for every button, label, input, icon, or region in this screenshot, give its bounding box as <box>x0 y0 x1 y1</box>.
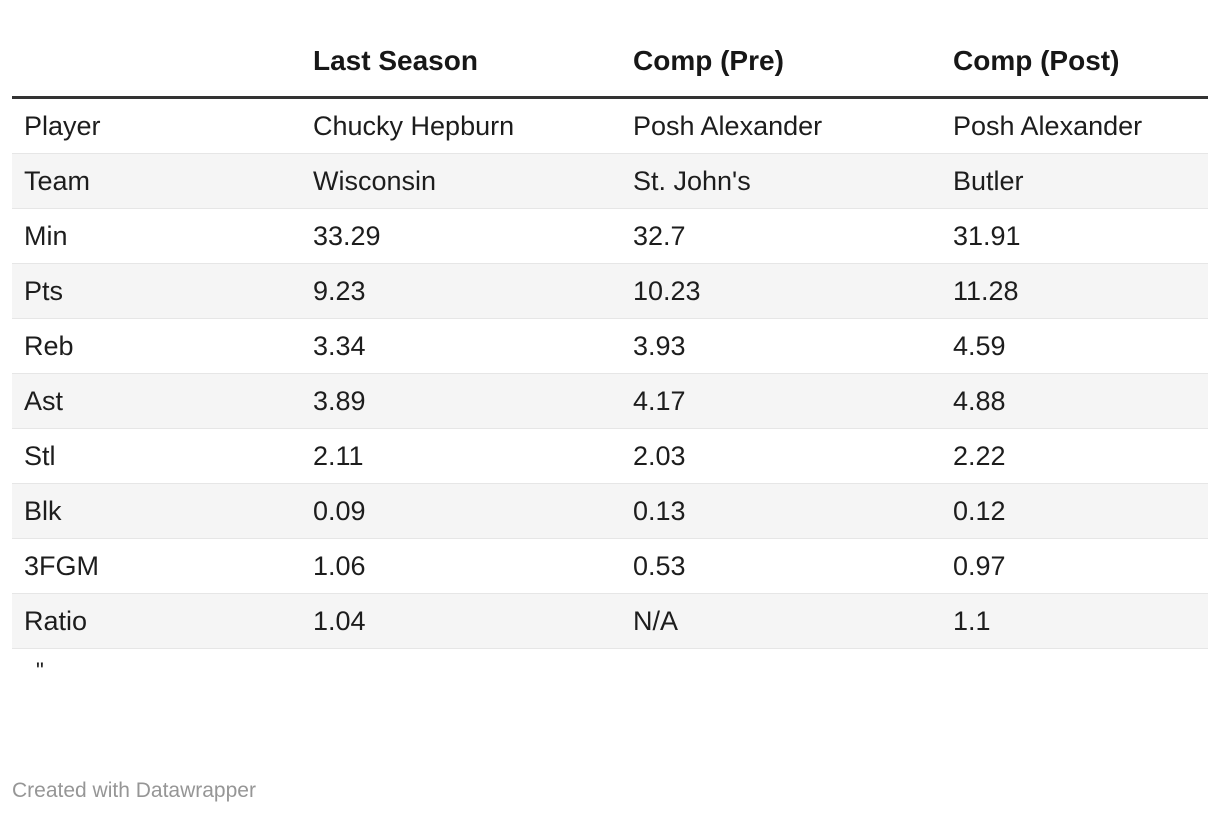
row-label: Ast <box>12 373 301 429</box>
cell-comp-post: Butler <box>941 153 1208 209</box>
stats-comparison-table: Last Season Comp (Pre) Comp (Post) Playe… <box>12 44 1208 649</box>
datawrapper-table-embed: Last Season Comp (Pre) Comp (Post) Playe… <box>0 44 1220 683</box>
cell-comp-pre: 2.03 <box>621 428 941 484</box>
row-label: Team <box>12 153 301 209</box>
cell-comp-post: 11.28 <box>941 263 1208 319</box>
table-row: Ratio 1.04 N/A 1.1 <box>12 593 1208 649</box>
table-note: " <box>36 658 44 683</box>
cell-comp-post: 0.97 <box>941 538 1208 594</box>
table-row: Stl 2.11 2.03 2.22 <box>12 428 1208 484</box>
header-cell-comp-pre: Comp (Pre) <box>621 44 941 99</box>
cell-comp-pre: N/A <box>621 593 941 649</box>
cell-comp-pre: 0.13 <box>621 483 941 539</box>
attribution-footer: Created with Datawrapper <box>12 778 256 804</box>
header-row: Last Season Comp (Pre) Comp (Post) <box>12 44 1208 99</box>
cell-last-season: 1.04 <box>301 593 621 649</box>
row-label: Ratio <box>12 593 301 649</box>
cell-comp-pre: 32.7 <box>621 208 941 264</box>
cell-last-season: 2.11 <box>301 428 621 484</box>
cell-comp-post: 31.91 <box>941 208 1208 264</box>
cell-comp-pre: 4.17 <box>621 373 941 429</box>
cell-last-season: 33.29 <box>301 208 621 264</box>
row-label: Reb <box>12 318 301 374</box>
cell-comp-pre: Posh Alexander <box>621 97 941 154</box>
cell-comp-post: 0.12 <box>941 483 1208 539</box>
cell-comp-post: 2.22 <box>941 428 1208 484</box>
table-header: Last Season Comp (Pre) Comp (Post) <box>12 44 1208 99</box>
table-row: Team Wisconsin St. John's Butler <box>12 153 1208 209</box>
header-cell-comp-post: Comp (Post) <box>941 44 1208 99</box>
row-label: Pts <box>12 263 301 319</box>
table-row: Reb 3.34 3.93 4.59 <box>12 318 1208 374</box>
cell-comp-post: Posh Alexander <box>941 97 1208 154</box>
row-label: Stl <box>12 428 301 484</box>
cell-last-season: 3.34 <box>301 318 621 374</box>
cell-comp-post: 4.59 <box>941 318 1208 374</box>
table-body: Player Chucky Hepburn Posh Alexander Pos… <box>12 97 1208 649</box>
row-label: Min <box>12 208 301 264</box>
cell-last-season: 0.09 <box>301 483 621 539</box>
table-row: Ast 3.89 4.17 4.88 <box>12 373 1208 429</box>
table-row: Player Chucky Hepburn Posh Alexander Pos… <box>12 97 1208 154</box>
cell-comp-pre: St. John's <box>621 153 941 209</box>
cell-comp-post: 4.88 <box>941 373 1208 429</box>
datawrapper-attribution-link[interactable]: Created with Datawrapper <box>12 779 256 802</box>
row-label: Player <box>12 97 301 154</box>
cell-comp-pre: 0.53 <box>621 538 941 594</box>
header-cell-last-season: Last Season <box>301 44 621 99</box>
cell-comp-post: 1.1 <box>941 593 1208 649</box>
cell-last-season: 3.89 <box>301 373 621 429</box>
header-cell-blank <box>12 44 301 99</box>
row-label: 3FGM <box>12 538 301 594</box>
cell-last-season: 9.23 <box>301 263 621 319</box>
row-label: Blk <box>12 483 301 539</box>
cell-comp-pre: 3.93 <box>621 318 941 374</box>
cell-last-season: Wisconsin <box>301 153 621 209</box>
cell-last-season: Chucky Hepburn <box>301 97 621 154</box>
table-row: Blk 0.09 0.13 0.12 <box>12 483 1208 539</box>
cell-comp-pre: 10.23 <box>621 263 941 319</box>
table-row: 3FGM 1.06 0.53 0.97 <box>12 538 1208 594</box>
table-row: Pts 9.23 10.23 11.28 <box>12 263 1208 319</box>
cell-last-season: 1.06 <box>301 538 621 594</box>
table-row: Min 33.29 32.7 31.91 <box>12 208 1208 264</box>
